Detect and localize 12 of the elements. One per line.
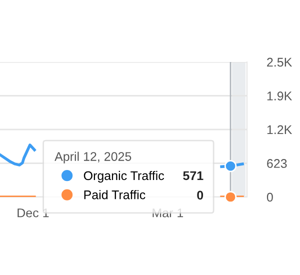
y-tick-label: 2.5K: [267, 58, 292, 67]
x-tick-label: Mar 1: [152, 208, 184, 218]
legend-label: Organic Traffic: [84, 170, 164, 183]
y-tick-label: 623: [267, 159, 287, 168]
y-tick-label: 0: [266, 192, 273, 202]
annotation: 571: [183, 171, 204, 180]
x-tick-label: Dec 1: [18, 208, 49, 218]
legend-title: April 12, 2025: [54, 152, 132, 164]
legend-label: Paid Traffic: [84, 190, 146, 200]
annotation: 0: [197, 190, 204, 200]
y-tick-label: 1.9K: [267, 92, 292, 100]
y-tick-label: 1.2K: [267, 125, 292, 134]
